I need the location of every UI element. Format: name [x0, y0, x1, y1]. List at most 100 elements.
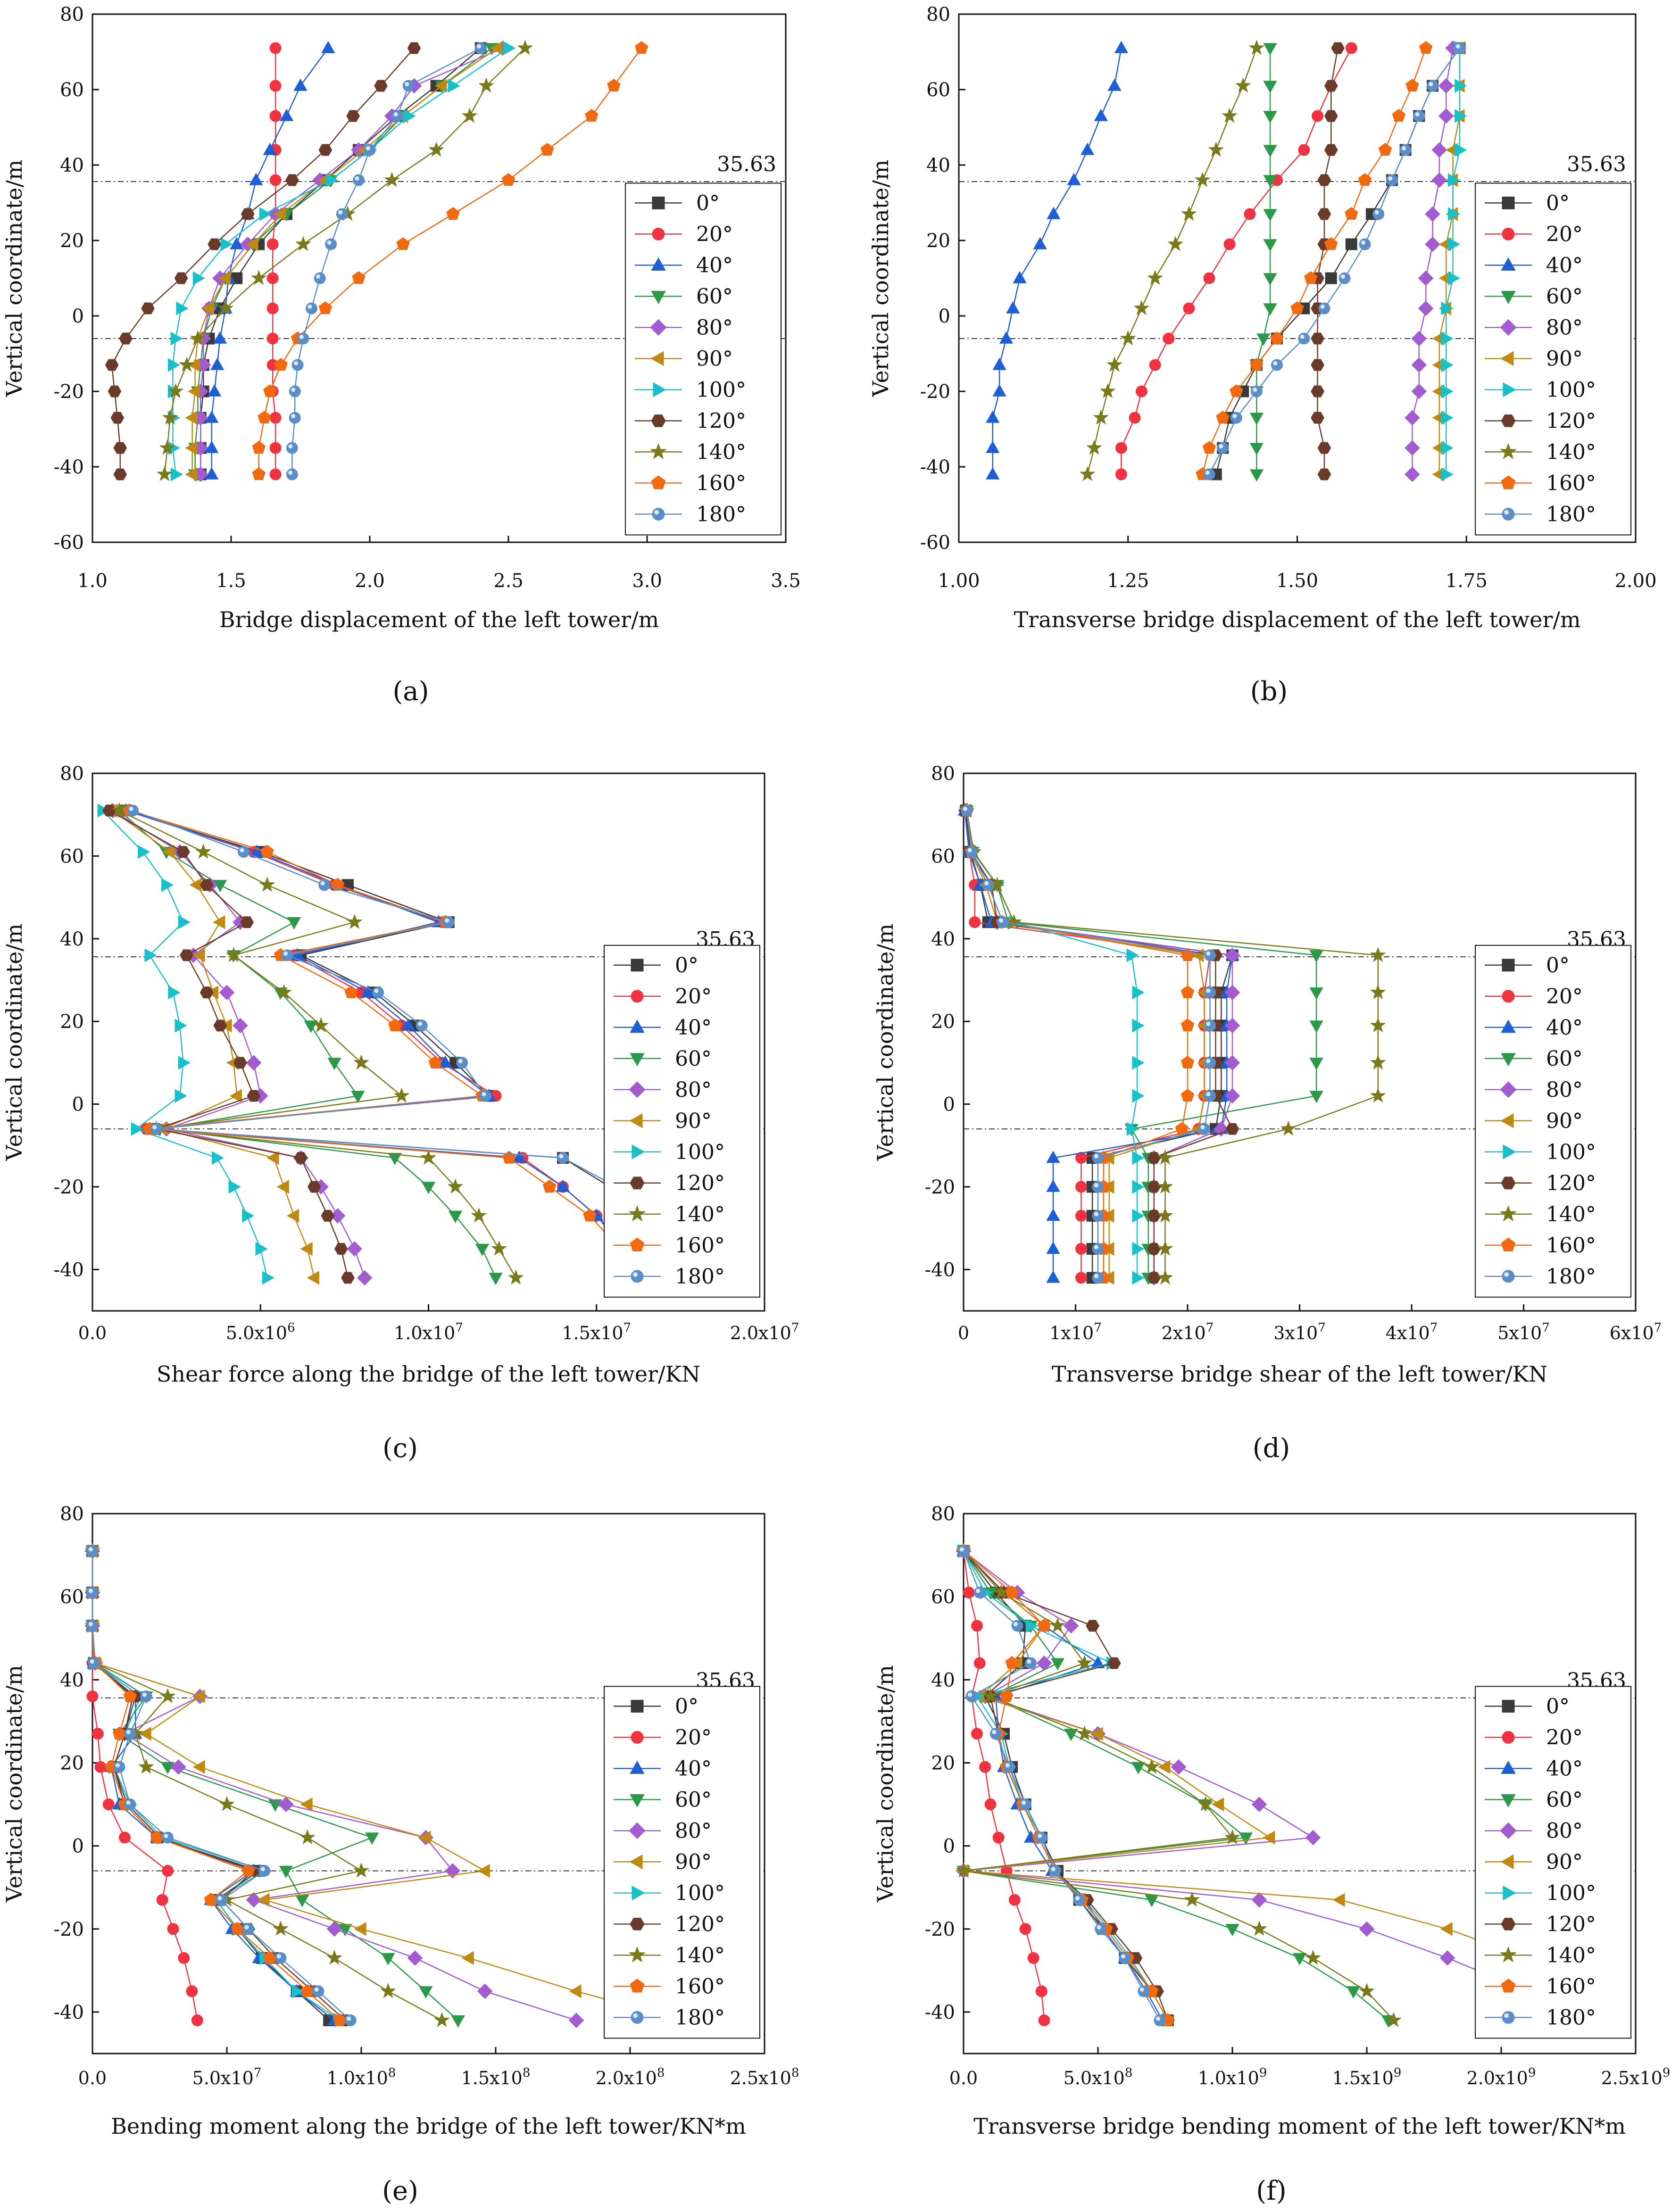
- data-point: [200, 986, 214, 999]
- data-point: [246, 237, 258, 251]
- legend-swatch-marker: [1503, 1144, 1516, 1160]
- data-point: [1011, 1620, 1023, 1632]
- data-point: [1358, 173, 1372, 186]
- data-point: [185, 441, 198, 455]
- y-tick-label: 80: [60, 1503, 84, 1525]
- legend-swatch-marker: [630, 1176, 645, 1190]
- data-point: [91, 1728, 104, 1740]
- data-point: [321, 1210, 335, 1222]
- y-tick-label: -40: [54, 456, 84, 478]
- x-tick-label: 1.0x109: [1198, 2066, 1267, 2088]
- data-point: [1131, 1762, 1146, 1774]
- data-point: [1194, 172, 1211, 187]
- data-point: [205, 440, 219, 453]
- data-point: [1132, 1151, 1145, 1165]
- series-140deg: [956, 1542, 1402, 2027]
- data-point: [118, 1831, 131, 1844]
- y-tick-label: -20: [54, 1176, 84, 1198]
- data-point: [352, 271, 366, 284]
- data-point: [1270, 331, 1284, 345]
- data-point: [1454, 42, 1466, 54]
- data-point: [1250, 357, 1264, 371]
- legend-swatch-marker: [652, 507, 665, 521]
- legend-entry-label: 160°: [675, 1974, 725, 1998]
- data-point: [1047, 207, 1061, 219]
- data-point-highlight: [1401, 146, 1406, 150]
- data-point-highlight: [90, 1659, 94, 1664]
- data-point: [381, 1953, 395, 1965]
- data-point: [1311, 385, 1324, 398]
- data-point-highlight: [1121, 1954, 1125, 1959]
- y-tick-label: 0: [72, 306, 84, 327]
- data-point: [1325, 272, 1337, 284]
- data-point: [461, 1951, 474, 1965]
- data-point: [354, 1922, 366, 1936]
- data-point: [88, 1657, 100, 1669]
- series-60deg: [956, 1546, 1396, 2028]
- legend-entry-label: 60°: [1546, 1047, 1583, 1071]
- legend: 0° 20° 40° 60° 80° 90° 100° 120° 140° 160° 180°: [1475, 1686, 1631, 2039]
- data-point: [276, 984, 292, 1000]
- data-point: [992, 384, 1006, 397]
- data-point: [313, 1017, 329, 1033]
- y-tick-label: 60: [60, 1586, 84, 1608]
- data-point-highlight: [1206, 1092, 1211, 1096]
- data-point: [138, 845, 150, 859]
- data-point: [318, 144, 333, 156]
- data-point: [568, 2013, 584, 2028]
- legend-entry-label: 140°: [675, 1202, 725, 1226]
- series-line: [91, 1551, 341, 2021]
- x-tick-label: 1x107: [1049, 1321, 1102, 1343]
- legend-swatch-marker-highlight: [633, 2013, 638, 2018]
- data-point-highlight: [288, 470, 293, 475]
- data-point: [1441, 441, 1454, 455]
- y-tick-label: -40: [54, 2002, 84, 2023]
- data-point: [1154, 2014, 1166, 2027]
- data-point: [1290, 301, 1304, 315]
- x-tick-label: 5.0x107: [192, 2066, 262, 2088]
- data-point: [1099, 383, 1116, 398]
- data-point-highlight: [1455, 44, 1460, 49]
- data-point: [252, 440, 266, 454]
- data-point: [291, 1984, 304, 1998]
- x-axis-label: Shear force along the bridge of the left…: [157, 1361, 700, 1387]
- data-point: [1438, 78, 1454, 94]
- data-point: [185, 467, 198, 481]
- data-point-highlight: [115, 1763, 120, 1768]
- data-point: [307, 1181, 321, 1193]
- data-point: [1441, 301, 1454, 315]
- data-point: [1183, 302, 1195, 315]
- y-tick-label: 60: [931, 845, 955, 867]
- data-point: [331, 878, 345, 891]
- chart-panel-e: -40 -20 0 20 40 60 80 0.0 5.0x107 1.0x108 1.5x108 2…: [1, 1503, 799, 2206]
- x-tick-label: 3x107: [1273, 1321, 1326, 1343]
- data-point: [167, 383, 184, 398]
- legend-entry-label: 60°: [1546, 284, 1583, 308]
- data-point: [274, 357, 288, 371]
- series-40deg: [986, 41, 1129, 480]
- data-point: [388, 1152, 402, 1165]
- series-60deg: [1249, 43, 1277, 482]
- data-point-highlight: [1232, 414, 1237, 418]
- data-point: [416, 1019, 428, 1032]
- legend-entry-label: 80°: [1546, 1078, 1583, 1102]
- data-point: [1217, 442, 1229, 454]
- panel-caption: (f): [1256, 2176, 1286, 2206]
- data-point-highlight: [129, 806, 133, 811]
- y-tick-label: 40: [931, 1669, 955, 1691]
- data-point: [200, 879, 214, 891]
- data-point: [428, 1055, 442, 1069]
- x-tick-label: 0.0: [78, 2068, 107, 2088]
- data-point: [1092, 1152, 1104, 1164]
- data-point-highlight: [967, 1692, 973, 1697]
- data-point: [1405, 440, 1420, 456]
- data-point: [1455, 109, 1467, 123]
- data-point: [1036, 1655, 1052, 1671]
- data-point: [1256, 333, 1271, 346]
- data-point-highlight: [1200, 1125, 1205, 1130]
- data-point: [1093, 409, 1109, 425]
- legend-swatch-marker: [632, 1144, 645, 1160]
- data-point: [1203, 272, 1215, 284]
- legend-swatch-marker: [649, 443, 667, 459]
- legend-entry-label: 20°: [696, 222, 733, 246]
